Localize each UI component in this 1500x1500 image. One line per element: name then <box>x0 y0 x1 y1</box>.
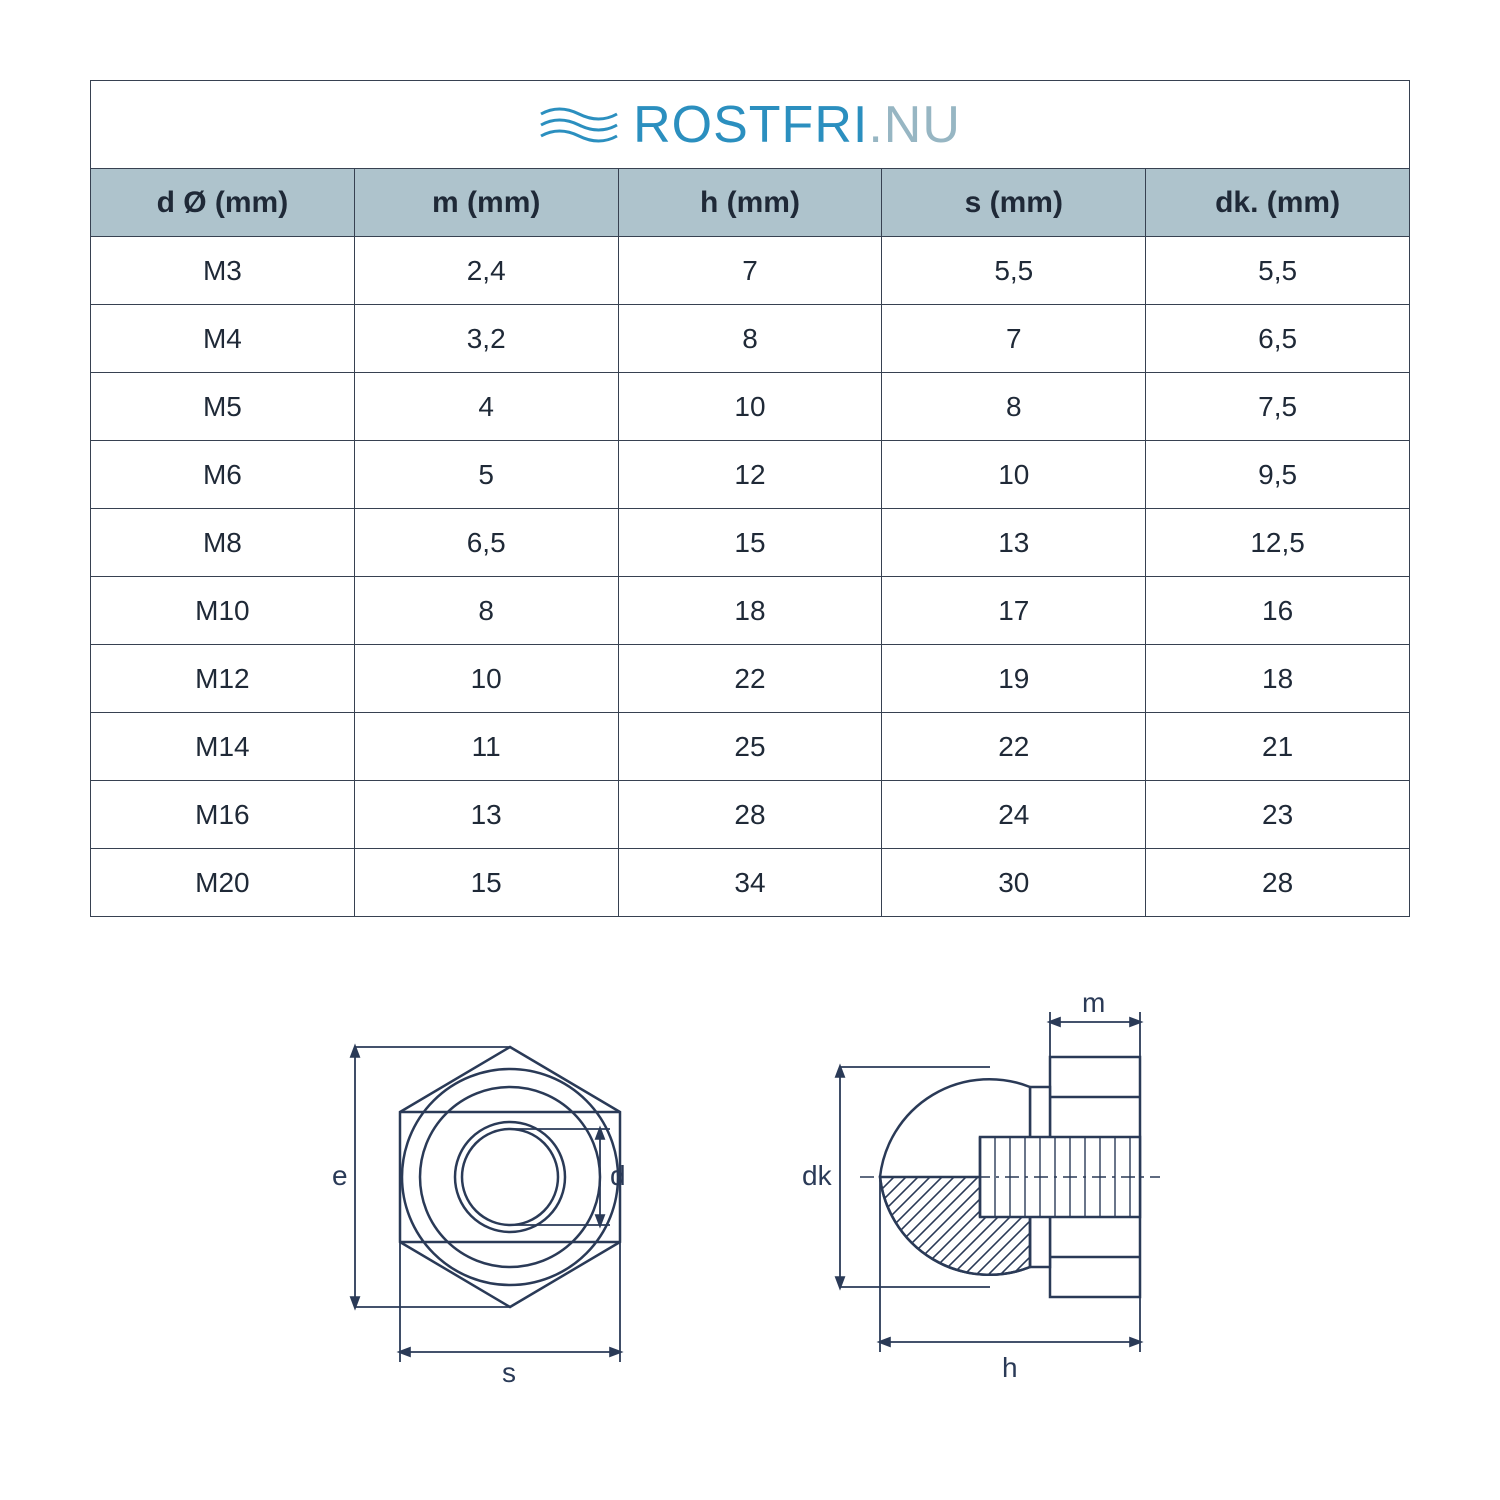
table-row: M108181716 <box>91 577 1410 645</box>
table-row: M1613282423 <box>91 781 1410 849</box>
table-cell: M8 <box>91 509 355 577</box>
table-cell: 7,5 <box>1146 373 1410 441</box>
table-cell: 3,2 <box>354 305 618 373</box>
table-cell: M4 <box>91 305 355 373</box>
col-header: d Ø (mm) <box>91 169 355 237</box>
table-cell: 4 <box>354 373 618 441</box>
col-header: s (mm) <box>882 169 1146 237</box>
table-cell: 24 <box>882 781 1146 849</box>
table-row: M541087,5 <box>91 373 1410 441</box>
table-cell: M16 <box>91 781 355 849</box>
table-cell: 30 <box>882 849 1146 917</box>
table-cell: 22 <box>882 713 1146 781</box>
table-cell: 5 <box>354 441 618 509</box>
header-row: d Ø (mm) m (mm) h (mm) s (mm) dk. (mm) <box>91 169 1410 237</box>
table-cell: M12 <box>91 645 355 713</box>
waves-icon <box>539 102 619 148</box>
table-cell: 13 <box>354 781 618 849</box>
table-cell: 18 <box>618 577 882 645</box>
col-header: dk. (mm) <box>1146 169 1410 237</box>
table-cell: 8 <box>354 577 618 645</box>
brand-part1: ROSTFRI <box>633 96 868 154</box>
dim-label-dk: dk <box>802 1160 833 1191</box>
logo-cell: ROSTFRI.NU <box>91 81 1410 169</box>
table-cell: 5,5 <box>1146 237 1410 305</box>
table-row: M43,2876,5 <box>91 305 1410 373</box>
brand-text: ROSTFRI.NU <box>633 95 961 155</box>
table-cell: 28 <box>618 781 882 849</box>
dim-label-d: d <box>610 1160 626 1191</box>
table-cell: 8 <box>882 373 1146 441</box>
table-cell: 12,5 <box>1146 509 1410 577</box>
table-cell: M6 <box>91 441 355 509</box>
table-cell: 19 <box>882 645 1146 713</box>
brand-sep: . <box>868 96 883 154</box>
table-cell: M14 <box>91 713 355 781</box>
table-cell: 5,5 <box>882 237 1146 305</box>
table-row: M6512109,5 <box>91 441 1410 509</box>
table-cell: 16 <box>1146 577 1410 645</box>
table-cell: M5 <box>91 373 355 441</box>
table-cell: 15 <box>618 509 882 577</box>
table-cell: 12 <box>618 441 882 509</box>
diagram-side-view: m dk h <box>760 987 1200 1387</box>
table-cell: 18 <box>1146 645 1410 713</box>
table-cell: 28 <box>1146 849 1410 917</box>
dim-label-h: h <box>1002 1352 1018 1383</box>
brand-logo: ROSTFRI.NU <box>539 95 961 155</box>
table-cell: 10 <box>882 441 1146 509</box>
table-row: M1210221918 <box>91 645 1410 713</box>
table-row: M1411252221 <box>91 713 1410 781</box>
table-row: M86,5151312,5 <box>91 509 1410 577</box>
table-cell: 25 <box>618 713 882 781</box>
dim-label-s: s <box>502 1357 516 1387</box>
table-cell: 17 <box>882 577 1146 645</box>
table-cell: M3 <box>91 237 355 305</box>
table-cell: 15 <box>354 849 618 917</box>
table-cell: 23 <box>1146 781 1410 849</box>
table-cell: 9,5 <box>1146 441 1410 509</box>
table-cell: 13 <box>882 509 1146 577</box>
diagram-top-view: e d s <box>300 987 700 1387</box>
table-row: M2015343028 <box>91 849 1410 917</box>
table-cell: 2,4 <box>354 237 618 305</box>
table-cell: 7 <box>618 237 882 305</box>
table-body: M32,475,55,5M43,2876,5M541087,5M6512109,… <box>91 237 1410 917</box>
dim-label-e: e <box>332 1160 348 1191</box>
diagram-area: e d s <box>90 987 1410 1387</box>
table-cell: 34 <box>618 849 882 917</box>
spec-table-container: ROSTFRI.NU d Ø (mm) m (mm) h (mm) s (mm)… <box>90 80 1410 917</box>
col-header: h (mm) <box>618 169 882 237</box>
spec-table: ROSTFRI.NU d Ø (mm) m (mm) h (mm) s (mm)… <box>90 80 1410 917</box>
col-header: m (mm) <box>354 169 618 237</box>
table-cell: 10 <box>354 645 618 713</box>
brand-part2: NU <box>884 96 961 154</box>
table-cell: 6,5 <box>1146 305 1410 373</box>
table-cell: 22 <box>618 645 882 713</box>
table-cell: 11 <box>354 713 618 781</box>
table-cell: 6,5 <box>354 509 618 577</box>
table-cell: M20 <box>91 849 355 917</box>
table-cell: 21 <box>1146 713 1410 781</box>
table-cell: 7 <box>882 305 1146 373</box>
table-cell: 10 <box>618 373 882 441</box>
dim-label-m: m <box>1082 987 1105 1018</box>
table-cell: M10 <box>91 577 355 645</box>
table-row: M32,475,55,5 <box>91 237 1410 305</box>
logo-row: ROSTFRI.NU <box>91 81 1410 169</box>
table-cell: 8 <box>618 305 882 373</box>
